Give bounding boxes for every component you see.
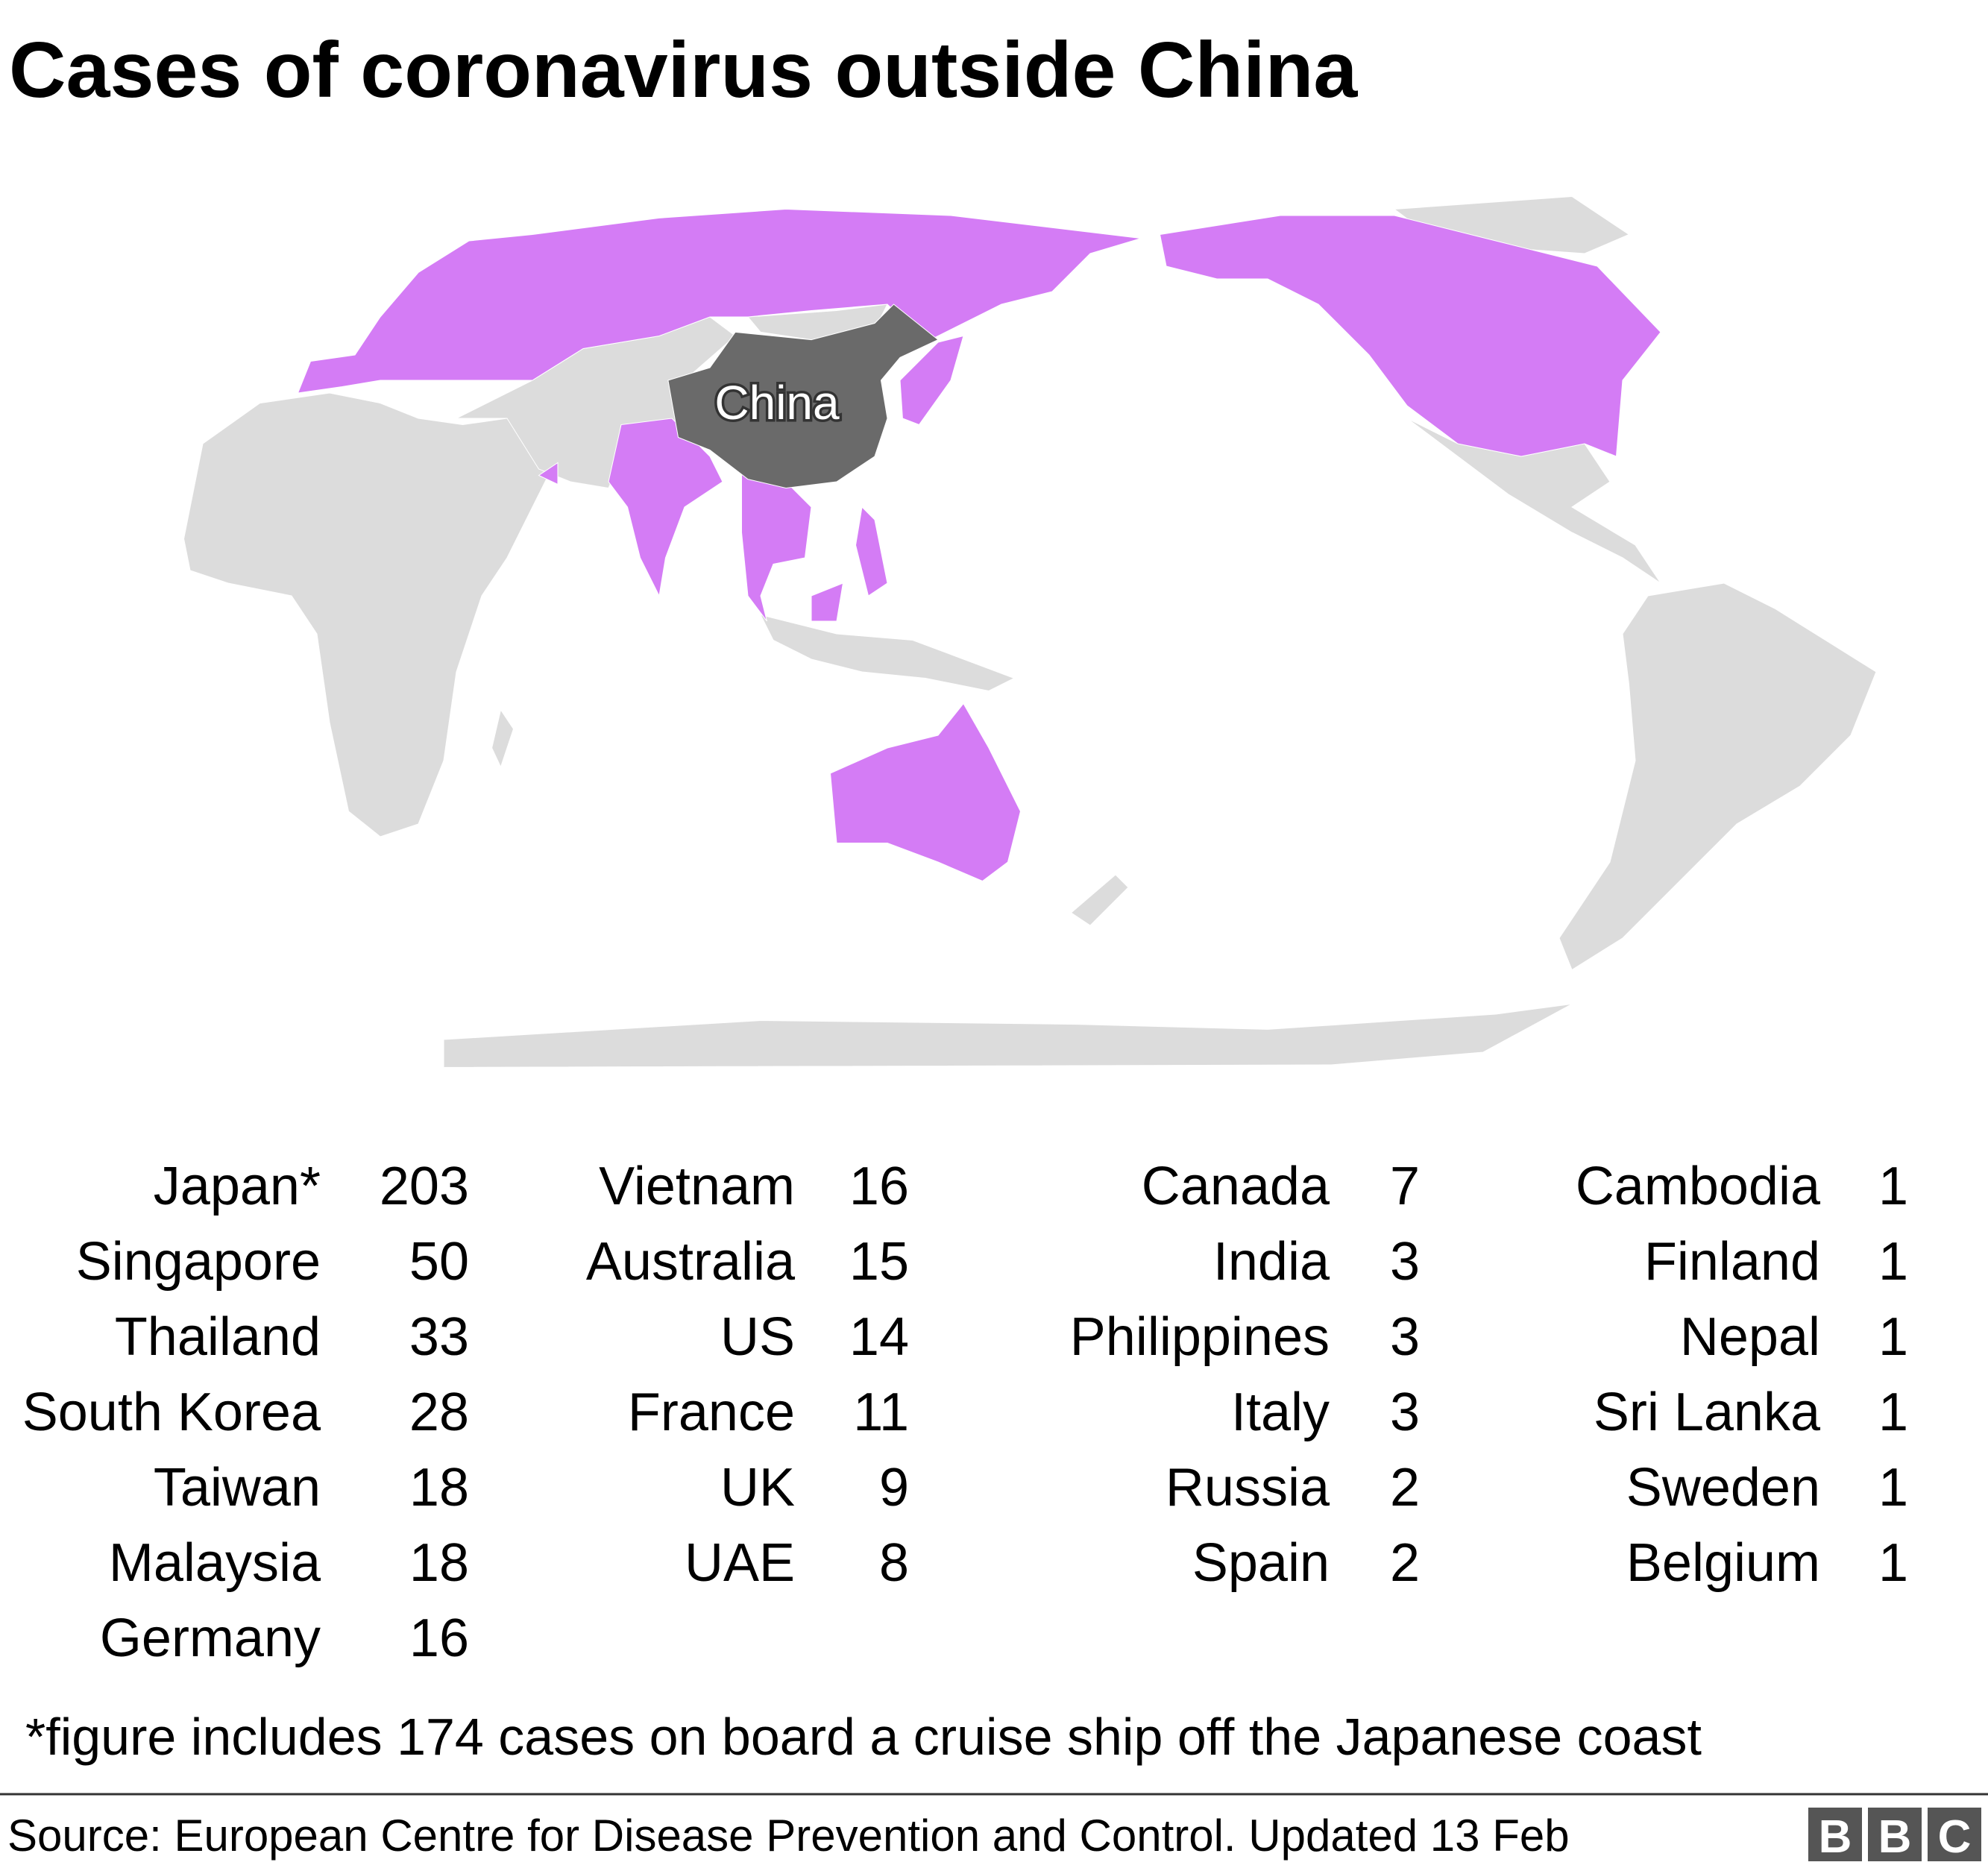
case-count: 28 xyxy=(409,1383,469,1442)
country-name: Taiwan xyxy=(154,1458,321,1518)
case-count: 18 xyxy=(409,1533,469,1593)
case-count: 9 xyxy=(879,1458,909,1518)
case-count: 2 xyxy=(1390,1533,1420,1593)
country-name: Japan* xyxy=(154,1157,321,1216)
country-name: Singapore xyxy=(76,1232,321,1292)
case-count: 33 xyxy=(409,1307,469,1367)
case-count: 3 xyxy=(1390,1232,1420,1292)
case-count: 50 xyxy=(409,1232,469,1292)
logo-letter: B xyxy=(1878,1811,1912,1863)
country-name: Philippines xyxy=(1070,1307,1330,1367)
country-name: Cambodia xyxy=(1576,1157,1821,1216)
case-count: 3 xyxy=(1390,1307,1420,1367)
map-label: China xyxy=(714,376,840,430)
case-count: 1 xyxy=(1878,1232,1908,1292)
case-count: 16 xyxy=(409,1608,469,1668)
case-count: 2 xyxy=(1390,1458,1420,1518)
country-name: UAE xyxy=(685,1533,795,1593)
country-name: Thailand xyxy=(115,1307,321,1367)
country-name: Australia xyxy=(586,1232,796,1292)
case-count: 18 xyxy=(409,1458,469,1518)
world-map xyxy=(183,195,1877,1068)
country-name: Sweden xyxy=(1626,1458,1820,1518)
case-count: 1 xyxy=(1878,1383,1908,1442)
case-count: 1 xyxy=(1878,1157,1908,1216)
case-count: 8 xyxy=(879,1533,909,1593)
title: Cases of coronavirus outside China xyxy=(9,26,1358,114)
country-name: Canada xyxy=(1142,1157,1330,1216)
country-name: Russia xyxy=(1166,1458,1330,1518)
case-count: 1 xyxy=(1878,1458,1908,1518)
country-name: India xyxy=(1213,1232,1330,1292)
country-name: Belgium xyxy=(1626,1533,1820,1593)
logo-letter: B xyxy=(1819,1811,1852,1863)
country-name: France xyxy=(628,1383,795,1442)
country-name: South Korea xyxy=(22,1383,321,1442)
logo-box xyxy=(1928,1808,1981,1861)
source: Source: European Centre for Disease Prev… xyxy=(7,1811,1570,1861)
country-name: Nepal xyxy=(1680,1307,1820,1367)
country-name: UK xyxy=(720,1458,795,1518)
footnote: *figure includes 174 cases on board a cr… xyxy=(25,1708,1702,1766)
case-count: 1 xyxy=(1878,1307,1908,1367)
logo-box xyxy=(1868,1808,1922,1861)
country-name: Italy xyxy=(1231,1383,1330,1442)
case-count: 14 xyxy=(849,1307,909,1367)
country-name: Vietnam xyxy=(599,1157,795,1216)
country-name: Malaysia xyxy=(109,1533,321,1593)
case-count: 11 xyxy=(853,1383,909,1442)
logo-letter: C xyxy=(1938,1811,1972,1863)
country-name: Spain xyxy=(1192,1533,1330,1593)
case-count: 7 xyxy=(1390,1157,1420,1216)
logo-box xyxy=(1808,1808,1862,1861)
country-name: Sri Lanka xyxy=(1594,1383,1821,1442)
case-count: 3 xyxy=(1390,1383,1420,1442)
country-name: Finland xyxy=(1644,1232,1820,1292)
case-count: 16 xyxy=(849,1157,909,1216)
case-count: 15 xyxy=(849,1232,909,1292)
case-count: 1 xyxy=(1878,1533,1908,1593)
country-name: US xyxy=(720,1307,795,1367)
case-count: 203 xyxy=(380,1157,469,1216)
country-name: Germany xyxy=(100,1608,321,1668)
